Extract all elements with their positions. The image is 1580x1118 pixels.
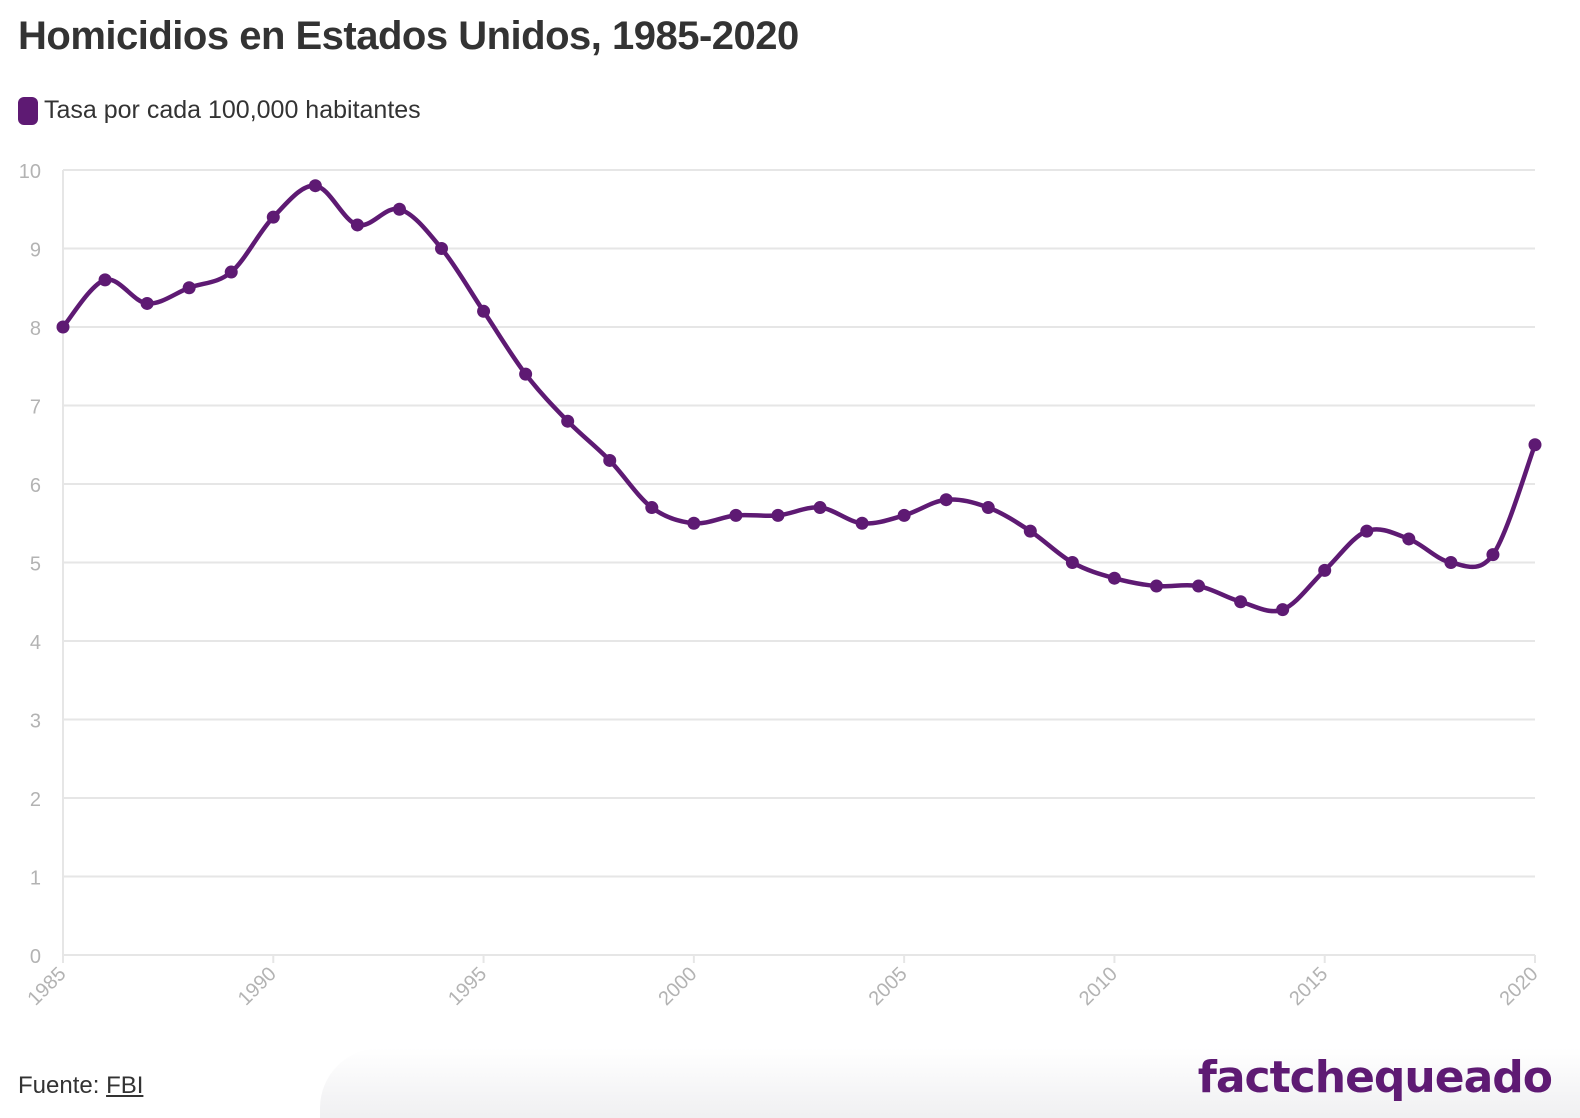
x-tick-label: 1995 [444,963,491,1010]
data-point[interactable] [477,304,491,318]
y-tick-label: 6 [30,475,41,497]
brand-logo[interactable]: factchequeado [1197,1052,1553,1103]
data-point[interactable] [140,296,154,310]
data-point[interactable] [224,265,238,279]
y-tick-label: 9 [30,240,41,262]
source-note: Fuente: FBI [18,1072,143,1100]
data-point[interactable] [897,508,911,522]
y-tick-label: 3 [30,711,41,733]
grid [63,169,1535,956]
data-point[interactable] [1276,603,1290,617]
data-point[interactable] [687,516,701,530]
line-chart: 0 1 2 3 4 5 6 7 8 9 10 1985 1990 1995 2000 2005 2010 2015… [19,161,1543,1010]
data-point[interactable] [1318,563,1332,577]
legend-swatch [18,96,38,125]
data-point[interactable] [1107,571,1121,585]
data-point[interactable] [939,493,953,507]
x-tick-label: 1990 [234,963,281,1010]
data-point[interactable] [1234,595,1248,609]
data-point[interactable] [603,453,617,467]
data-point[interactable] [350,218,364,232]
series-line [60,183,1538,614]
x-tick-label: 2010 [1075,963,1122,1010]
y-tick-label: 7 [30,397,41,419]
data-point[interactable] [392,202,406,216]
footer-shade [320,1048,1580,1118]
data-point[interactable] [771,508,785,522]
legend: Tasa por cada 100,000 habitantes [18,96,421,125]
y-tick-label: 0 [30,946,41,968]
y-tick-label: 8 [30,318,41,340]
y-tick-label: 1 [30,868,41,890]
data-point[interactable] [981,501,995,515]
x-tick-label: 2005 [865,963,912,1010]
data-point[interactable] [182,281,196,295]
data-point[interactable] [56,320,70,334]
data-point[interactable] [645,501,659,515]
data-point[interactable] [1528,438,1542,452]
data-point[interactable] [519,367,533,381]
data-point[interactable] [729,508,743,522]
data-point[interactable] [435,242,449,255]
data-point[interactable] [1023,524,1037,538]
data-point[interactable] [308,179,322,193]
x-tick-label: 2020 [1496,963,1543,1010]
data-point[interactable] [1360,524,1374,538]
y-tick-label: 2 [30,789,41,811]
axes: 0 1 2 3 4 5 6 7 8 9 10 1985 1990 1995 2000 2005 2010 2015… [19,161,1543,1010]
x-tick-label: 2015 [1285,963,1332,1010]
y-tick-label: 5 [30,554,41,576]
source-label: Fuente: [18,1072,100,1099]
data-point[interactable] [1486,548,1500,562]
data-point[interactable] [266,210,280,224]
data-point[interactable] [855,516,869,530]
data-point[interactable] [1192,579,1206,593]
source-link[interactable]: FBI [106,1072,144,1099]
y-tick-label: 10 [19,161,41,183]
legend-label: Tasa por cada 100,000 habitantes [44,96,421,124]
data-point[interactable] [1065,556,1079,569]
y-tick-label: 4 [30,632,41,654]
x-tick-label: 2000 [654,963,701,1010]
chart-title: Homicidios en Estados Unidos, 1985-2020 [18,14,799,58]
series-layer [56,179,1542,617]
data-point[interactable] [1149,579,1163,593]
data-point[interactable] [1444,556,1458,569]
data-point[interactable] [813,501,827,515]
data-point[interactable] [1402,532,1416,546]
data-point[interactable] [98,273,112,287]
x-tick-label: 1985 [24,963,71,1010]
data-point[interactable] [561,414,575,428]
